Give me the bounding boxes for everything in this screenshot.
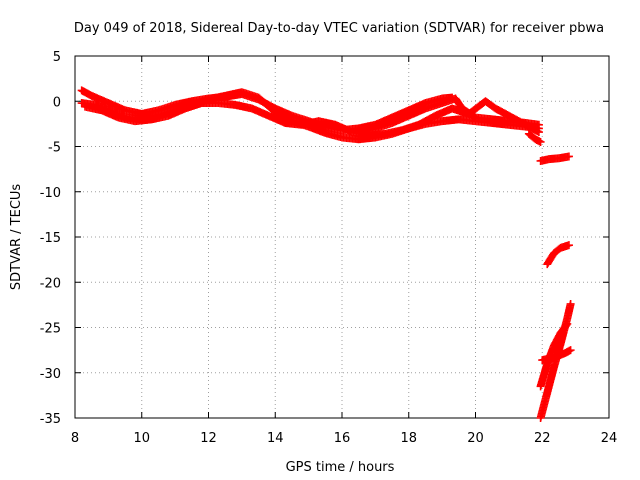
series-track-d [354, 94, 543, 137]
series-segment-near-minus-6 [536, 152, 573, 165]
series-track-e [524, 129, 545, 146]
x-tick-label: 12 [200, 431, 217, 446]
series-track-c [81, 97, 543, 140]
y-tick-label: -5 [48, 141, 61, 156]
tick-layer: 8 10 12 14 16 18 20 22 24 5 0 -5 -10 -15 -20 -25 -30 -35 [40, 50, 618, 446]
y-tick-label: -15 [40, 231, 61, 246]
x-tick-label: 20 [467, 431, 484, 446]
x-tick-label: 24 [601, 431, 618, 446]
series-segment-near-minus-28 [538, 346, 575, 365]
y-tick-label: -25 [40, 322, 61, 337]
x-tick-label: 8 [71, 431, 79, 446]
x-tick-label: 16 [334, 431, 351, 446]
y-tick-label: -35 [40, 412, 61, 427]
y-tick-label: -20 [40, 276, 61, 291]
grid-layer [75, 56, 609, 418]
series-segment-near-minus-16 [543, 241, 573, 269]
y-tick-label: -10 [40, 186, 61, 201]
chart-title: Day 049 of 2018, Sidereal Day-to-day VTE… [74, 21, 604, 36]
x-tick-label: 18 [400, 431, 417, 446]
x-tick-label: 22 [534, 431, 551, 446]
y-tick-label: 5 [53, 50, 61, 65]
y-tick-label: 0 [53, 95, 61, 110]
x-tick-label: 10 [133, 431, 150, 446]
y-tick-label: -30 [40, 367, 61, 382]
data-layer [77, 86, 575, 422]
x-axis-label: GPS time / hours [286, 460, 395, 475]
y-axis-label: SDTVAR / TECUs [9, 184, 24, 291]
x-tick-label: 14 [267, 431, 284, 446]
